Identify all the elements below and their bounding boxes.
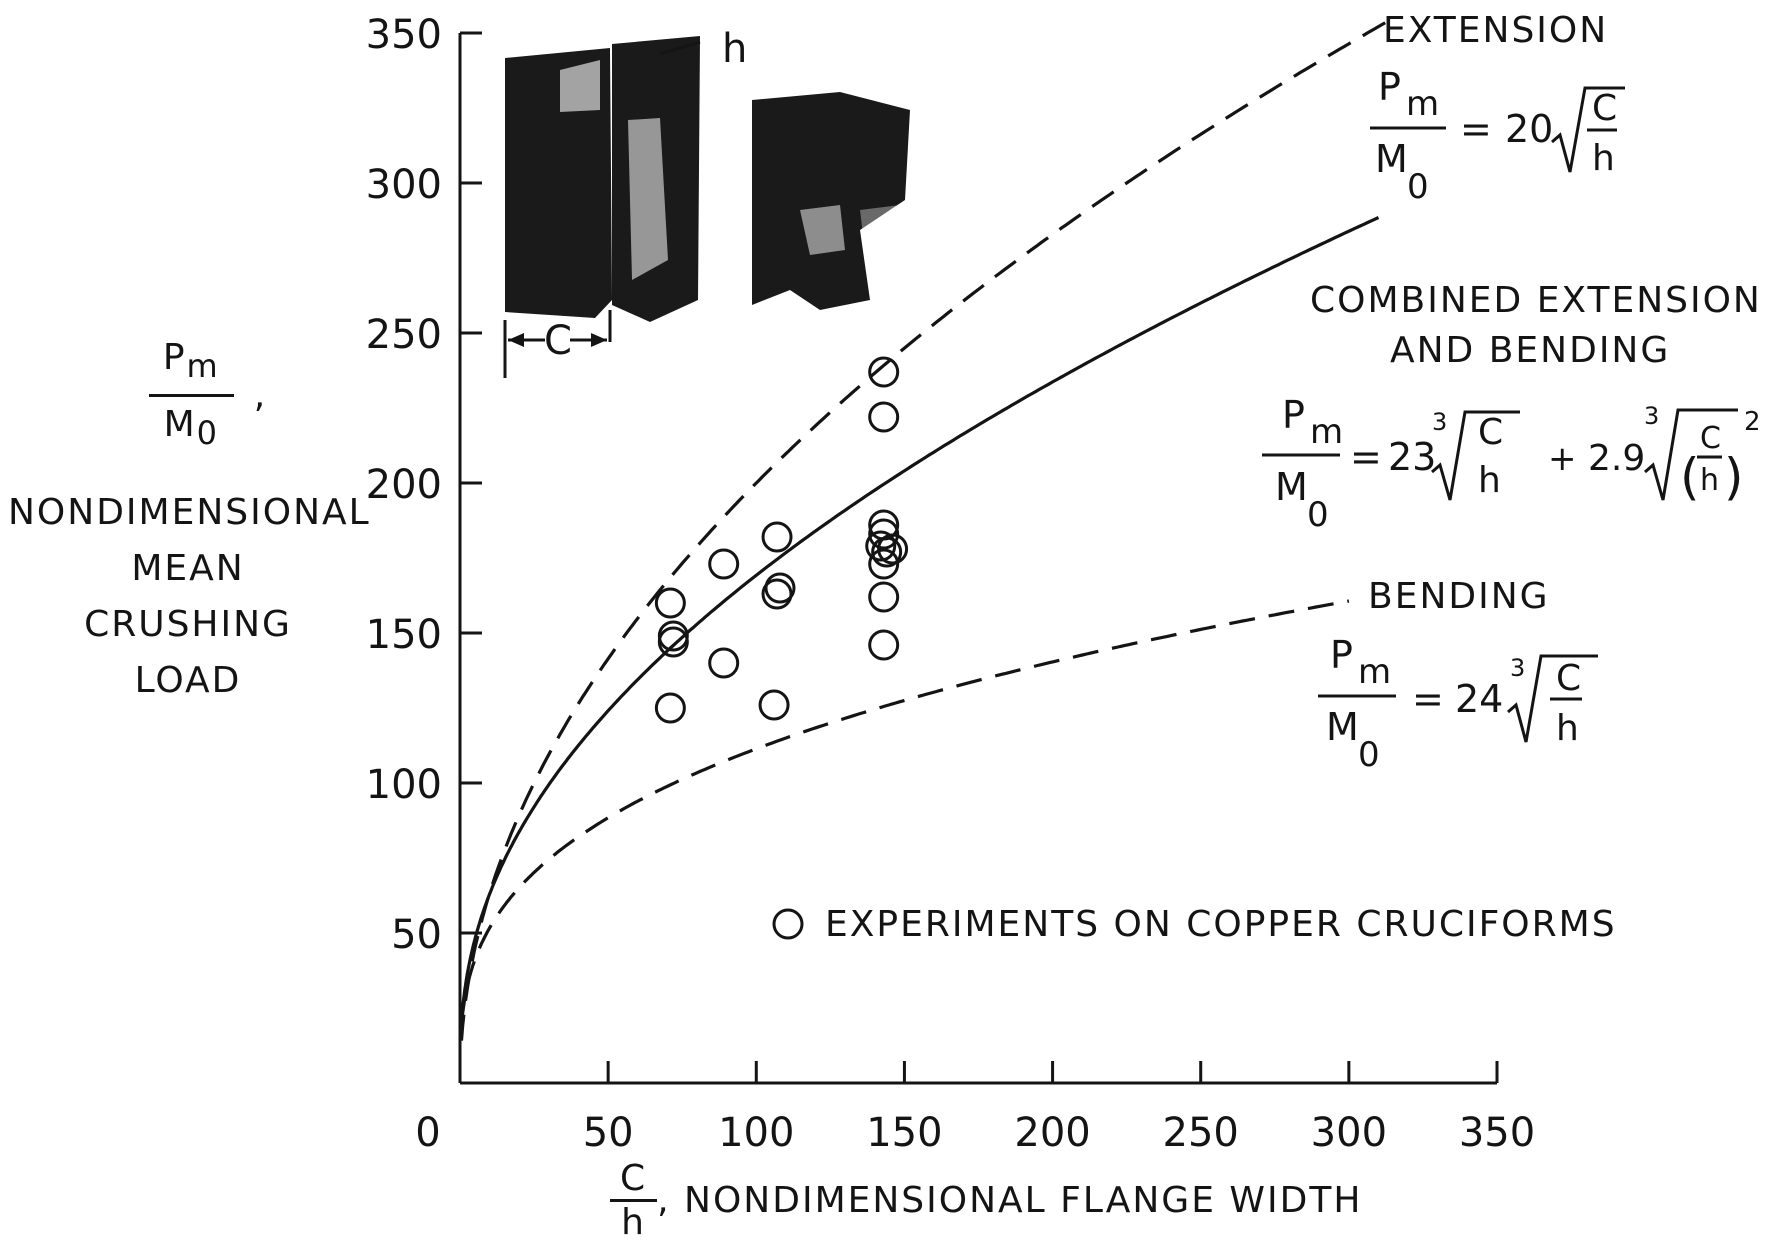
experiment-point bbox=[764, 572, 796, 604]
experiment-point bbox=[868, 518, 900, 550]
x-tick-label: 200 bbox=[1014, 1110, 1090, 1156]
x-tick-label: 300 bbox=[1311, 1110, 1387, 1156]
inset-label-h: h bbox=[722, 26, 747, 72]
x-axis-title: C h , NONDIMENSIONAL FLANGE WIDTH bbox=[610, 1158, 1362, 1243]
svg-text:P: P bbox=[1378, 65, 1401, 109]
svg-text:=: = bbox=[1412, 677, 1444, 721]
x-tick-label: 150 bbox=[866, 1110, 942, 1156]
y-axis-title: Pm M0 , NONDIMENSIONAL MEAN CRUSHING LOA… bbox=[8, 330, 371, 709]
y-tick-label: 50 bbox=[391, 912, 442, 958]
svg-text:20: 20 bbox=[1505, 107, 1553, 151]
svg-text:23: 23 bbox=[1388, 435, 1436, 479]
svg-text:m: m bbox=[1310, 412, 1343, 452]
svg-text:m: m bbox=[1358, 652, 1391, 692]
svg-text:=: = bbox=[1460, 107, 1492, 151]
svg-text:M: M bbox=[1275, 465, 1308, 509]
y-axis-fraction: Pm M0 bbox=[148, 330, 234, 461]
combined-curve bbox=[459, 216, 1380, 1023]
ticks: 0 50 100 150 200 250 300 3505010015020025030035… bbox=[366, 12, 1536, 1156]
extension-curve bbox=[459, 16, 1395, 1041]
experiment-point bbox=[761, 521, 793, 553]
svg-text:+: + bbox=[1548, 439, 1577, 479]
x-tick-label: 0 bbox=[415, 1110, 440, 1156]
svg-text:(: ( bbox=[1680, 448, 1700, 506]
combined-equation: P m M 0 = 23 3 C h + 2.9 3 ( C h ) 2 bbox=[1262, 393, 1761, 535]
legend-label: EXPERIMENTS ON COPPER CRUCIFORMS bbox=[825, 904, 1617, 945]
svg-text:M: M bbox=[1326, 705, 1359, 749]
experiment-point bbox=[868, 548, 900, 580]
svg-text:h: h bbox=[1700, 463, 1719, 498]
experiment-point bbox=[865, 530, 897, 562]
x-tick-label: 350 bbox=[1459, 1110, 1535, 1156]
extension-equation: P m M 0 = 20 C h bbox=[1370, 65, 1625, 207]
y-tick-label: 350 bbox=[366, 12, 442, 58]
y-axis-line-1: NONDIMENSIONAL bbox=[8, 492, 371, 534]
y-axis-line-3: CRUSHING bbox=[84, 604, 292, 646]
svg-text:C: C bbox=[1592, 88, 1617, 129]
svg-text:3: 3 bbox=[1432, 408, 1447, 436]
experiment-point bbox=[871, 536, 903, 568]
experiment-point bbox=[868, 581, 900, 613]
svg-text:0: 0 bbox=[1307, 495, 1329, 535]
svg-text:3: 3 bbox=[1644, 402, 1659, 430]
svg-text:M: M bbox=[1375, 137, 1408, 181]
x-axis-fraction: C h bbox=[610, 1158, 658, 1243]
legend-marker bbox=[772, 908, 804, 940]
svg-text:): ) bbox=[1724, 448, 1744, 506]
bending-equation: P m M 0 = 24 3 C h bbox=[1318, 633, 1598, 775]
bending-annotation: BENDING P m M 0 = 24 3 C h bbox=[1318, 576, 1598, 775]
y-tick-label: 100 bbox=[366, 762, 442, 808]
svg-text:2.9: 2.9 bbox=[1588, 438, 1645, 479]
svg-text:P: P bbox=[1330, 633, 1353, 677]
svg-text:C: C bbox=[1478, 412, 1503, 453]
legend: EXPERIMENTS ON COPPER CRUCIFORMS bbox=[772, 904, 1617, 945]
bending-curve bbox=[459, 599, 1350, 1027]
y-tick-label: 250 bbox=[366, 312, 442, 358]
axes bbox=[458, 33, 1497, 1085]
svg-text:h: h bbox=[1592, 138, 1615, 179]
x-tick-label: 250 bbox=[1163, 1110, 1239, 1156]
svg-text:3: 3 bbox=[1510, 654, 1525, 682]
combined-label-line2: AND BENDING bbox=[1390, 330, 1670, 371]
experiment-point bbox=[877, 533, 909, 565]
experiment-point bbox=[708, 548, 740, 580]
y-tick-label: 300 bbox=[366, 162, 442, 208]
experiment-point bbox=[868, 629, 900, 661]
experiment-point bbox=[654, 587, 686, 619]
bending-label: BENDING bbox=[1368, 576, 1550, 617]
svg-text:P: P bbox=[1282, 393, 1305, 437]
y-axis-line-2: MEAN bbox=[131, 548, 245, 590]
svg-text:C: C bbox=[1700, 421, 1721, 456]
svg-text:=: = bbox=[1350, 435, 1382, 479]
experiment-point bbox=[868, 356, 900, 388]
experiment-point bbox=[868, 401, 900, 433]
svg-text:24: 24 bbox=[1455, 677, 1503, 721]
svg-text:0: 0 bbox=[1407, 167, 1429, 207]
inset-photo: C h bbox=[503, 26, 910, 378]
experiment-point bbox=[708, 647, 740, 679]
svg-text:h: h bbox=[1478, 460, 1501, 501]
svg-text:h: h bbox=[1556, 708, 1579, 749]
y-axis-line-4: LOAD bbox=[134, 660, 242, 702]
x-tick-label: 50 bbox=[583, 1110, 634, 1156]
extension-annotation: EXTENSION P m M 0 = 20 C h bbox=[1370, 10, 1625, 207]
experiment-markers bbox=[654, 356, 909, 724]
y-tick-label: 150 bbox=[366, 612, 442, 658]
svg-text:C: C bbox=[1556, 658, 1581, 699]
inset-label-c: C bbox=[544, 318, 572, 364]
x-tick-label: 100 bbox=[718, 1110, 794, 1156]
experiment-point bbox=[758, 689, 790, 721]
svg-text:0: 0 bbox=[1358, 735, 1380, 775]
experiment-point bbox=[654, 692, 686, 724]
combined-annotation: COMBINED EXTENSION AND BENDING P m M 0 =… bbox=[1262, 280, 1762, 535]
curves bbox=[459, 16, 1395, 1041]
combined-label-line1: COMBINED EXTENSION bbox=[1310, 280, 1762, 321]
svg-text:m: m bbox=[1406, 84, 1439, 124]
experiment-point bbox=[657, 626, 689, 658]
y-tick-label: 200 bbox=[366, 462, 442, 508]
extension-label: EXTENSION bbox=[1383, 10, 1608, 51]
svg-text:2: 2 bbox=[1744, 407, 1761, 437]
